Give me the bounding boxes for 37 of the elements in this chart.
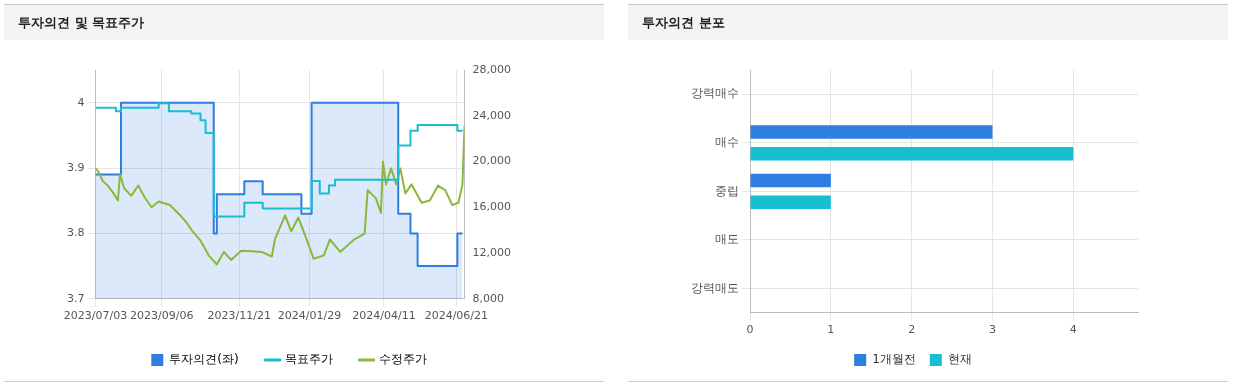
x-tick-label: 1 xyxy=(827,323,835,337)
y2-tick-label: 16,000 xyxy=(472,200,512,214)
y2-tick-label: 28,000 xyxy=(472,62,512,76)
x-tick-label: 3 xyxy=(989,323,996,337)
x-tick-label: 2023/07/03 xyxy=(63,309,128,323)
bar xyxy=(750,146,1074,161)
y2-tick-label: 12,000 xyxy=(472,245,512,259)
x-tick-label: 2023/09/06 xyxy=(130,309,194,323)
y2-tick-label: 24,000 xyxy=(472,108,512,122)
legend-label: 1개월전 xyxy=(872,352,916,367)
y-tick-label: 4 xyxy=(77,95,85,109)
y-tick-label: 3.9 xyxy=(66,160,85,174)
y-tick-label: 강력매수 xyxy=(691,86,739,101)
legend-label: 현재 xyxy=(947,352,972,367)
x-tick-label: 4 xyxy=(1069,323,1077,337)
x-tick-label: 0 xyxy=(746,323,754,337)
bar xyxy=(750,125,993,139)
chart-title: 투자의견 분포 xyxy=(628,4,1228,40)
x-tick-label: 2 xyxy=(908,323,916,337)
y2-tick-label: 8,000 xyxy=(472,291,505,305)
chart-title: 투자의견 및 목표주가 xyxy=(4,4,604,40)
y-tick-label: 3.7 xyxy=(66,291,85,305)
x-tick-label: 2023/11/21 xyxy=(207,309,271,323)
y-tick-label: 3.8 xyxy=(66,226,85,240)
legend-label: 투자의견(좌) xyxy=(169,352,239,367)
x-tick-label: 2024/04/11 xyxy=(352,309,416,323)
bar xyxy=(750,195,831,210)
y-tick-label: 강력매도 xyxy=(691,280,739,295)
bar xyxy=(750,173,831,188)
x-tick-label: 2024/01/29 xyxy=(277,309,342,323)
x-tick-label: 2024/06/21 xyxy=(424,309,489,323)
y-tick-label: 매수 xyxy=(715,134,739,149)
y-tick-label: 중립 xyxy=(715,183,739,198)
y2-tick-label: 20,000 xyxy=(472,154,512,168)
legend-label: 수정주가 xyxy=(378,352,427,367)
legend-label: 목표주가 xyxy=(284,352,333,367)
y-tick-label: 매도 xyxy=(715,232,739,247)
